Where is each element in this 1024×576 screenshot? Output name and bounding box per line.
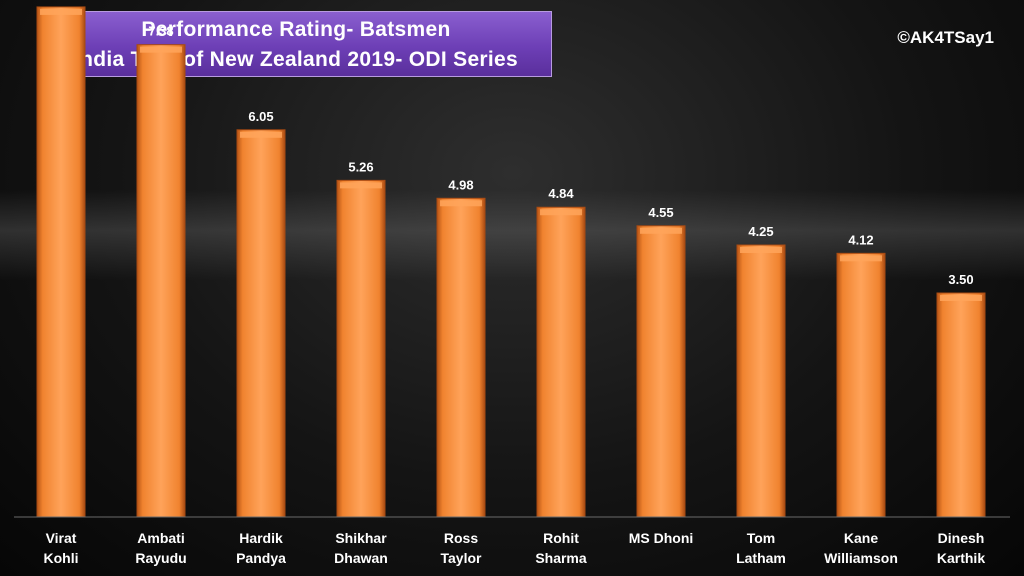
data-label-0: 7.97 (48, 0, 73, 1)
bar-6 (636, 225, 686, 518)
bars-group (36, 6, 986, 518)
x-tick-label-line: Taylor (441, 550, 483, 566)
data-label-9: 3.50 (948, 272, 973, 287)
bar-top-highlight-9 (940, 295, 982, 301)
x-tick-label-line: Karthik (937, 550, 985, 566)
data-label-6: 4.55 (648, 205, 673, 220)
data-label-3: 5.26 (348, 159, 373, 174)
x-tick-label-2: Hardik Pandya (236, 530, 286, 566)
bar-top-highlight-5 (540, 209, 582, 216)
x-tick-label-line: MS Dhoni (629, 530, 694, 546)
x-tick-label-line: Williamson (824, 550, 898, 566)
x-tick-label-line: Ambati (137, 530, 184, 546)
x-tick-label-7: Tom Latham (736, 530, 786, 566)
watermark-handle: ©AK4TSay1 (897, 28, 994, 47)
bar-4 (436, 197, 486, 518)
x-tick-label-line: Rayudu (135, 550, 186, 566)
data-label-1: 7.38 (148, 24, 173, 39)
x-tick-label-line: Ross (444, 530, 478, 546)
bar-5 (536, 206, 586, 518)
bar-0 (36, 6, 86, 518)
x-tick-label-6: MS Dhoni (629, 530, 694, 546)
bar-top-highlight-3 (340, 182, 382, 189)
data-label-8: 4.12 (848, 232, 873, 247)
bar-1 (136, 44, 186, 518)
x-tick-label-1: Ambati Rayudu (135, 530, 186, 566)
bar-9 (936, 292, 986, 518)
x-tick-label-4: Ross Taylor (441, 530, 483, 566)
data-label-2: 6.05 (248, 109, 273, 124)
data-label-4: 4.98 (448, 177, 473, 192)
x-tick-label-line: Sharma (535, 550, 587, 566)
x-tick-label-line: Latham (736, 550, 786, 566)
x-tick-label-0: Virat Kohli (44, 530, 79, 566)
x-tick-label-3: Shikhar Dhawan (334, 530, 388, 566)
bar-top-highlight-6 (640, 227, 682, 234)
x-tick-label-line: Pandya (236, 550, 286, 566)
x-tick-labels: 7.97 Virat Kohli 7.38 Ambati Rayudu 6.05 Hardik… (44, 0, 986, 566)
x-tick-label-line: Virat (46, 530, 77, 546)
bar-top-highlight-4 (440, 200, 482, 207)
data-label-5: 4.84 (548, 186, 574, 201)
bar-top-highlight-7 (740, 247, 782, 253)
bar-8 (836, 252, 886, 518)
bar-top-highlight-2 (240, 131, 282, 138)
x-tick-label-line: Shikhar (335, 530, 387, 546)
x-tick-label-line: Dinesh (938, 530, 985, 546)
x-tick-label-line: Kohli (44, 550, 79, 566)
data-label-7: 4.25 (748, 224, 773, 239)
bar-7 (736, 244, 786, 518)
bar-top-highlight-0 (40, 8, 82, 15)
x-tick-label-line: Hardik (239, 530, 283, 546)
bar-top-highlight-1 (140, 46, 182, 53)
x-tick-label-line: Dhawan (334, 550, 388, 566)
chart-title-line-1: Performance Rating- Batsmen (141, 18, 451, 41)
x-tick-label-5: Rohit Sharma (535, 530, 587, 566)
x-tick-label-9: Dinesh Karthik (937, 530, 985, 566)
bar-3 (336, 179, 386, 518)
x-tick-label-8: Kane Williamson (824, 530, 898, 566)
x-tick-label-line: Tom (747, 530, 776, 546)
x-tick-label-line: Kane (844, 530, 878, 546)
bar-top-highlight-8 (840, 255, 882, 262)
x-tick-label-line: Rohit (543, 530, 579, 546)
bar-2 (236, 129, 286, 518)
